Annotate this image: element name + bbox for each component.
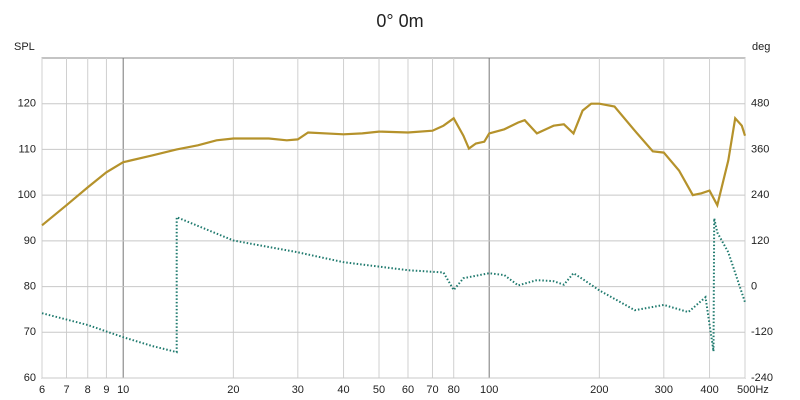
chart-title: 0° 0m: [376, 11, 423, 31]
x-tick-label: 80: [448, 384, 460, 396]
y2-tick-label: 120: [751, 235, 769, 247]
y-tick-label: 60: [24, 372, 36, 384]
series-line: [41, 215, 746, 354]
x-tick-label: 500Hz: [737, 384, 769, 396]
x-tick-label: 200: [590, 384, 608, 396]
x-tick-label: 70: [426, 384, 438, 396]
x-tick-label: 20: [227, 384, 239, 396]
y2-tick-label: -120: [751, 326, 773, 338]
x-tick-label: 6: [39, 384, 45, 396]
y-tick-label: 80: [24, 280, 36, 292]
y2-tick-label: 360: [751, 143, 769, 155]
x-tick-label: 50: [373, 384, 385, 396]
x-tick-label: 8: [85, 384, 91, 396]
x-tick-label: 7: [63, 384, 69, 396]
x-tick-label: 30: [292, 384, 304, 396]
y2-axis-label: deg: [752, 41, 770, 53]
x-tick-label: 60: [402, 384, 414, 396]
x-tick-label: 9: [103, 384, 109, 396]
x-tick-label: 300: [655, 384, 673, 396]
y-tick-label: 70: [24, 326, 36, 338]
x-tick-label: 40: [337, 384, 349, 396]
plot-frame: [41, 57, 746, 379]
y2-tick-label: 480: [751, 98, 769, 110]
y-tick-label: 110: [18, 143, 36, 155]
x-tick-label: 400: [700, 384, 718, 396]
y2-tick-label: 0: [751, 280, 757, 292]
x-tick-label: 10: [117, 384, 129, 396]
x-tick-label: 100: [480, 384, 498, 396]
y2-tick-label: -240: [751, 372, 773, 384]
y-tick-label: 120: [18, 98, 36, 110]
y-axis-label: SPL: [14, 41, 35, 53]
series-line: [41, 102, 747, 227]
y-tick-label: 90: [24, 235, 36, 247]
y2-tick-label: 240: [751, 189, 769, 201]
y-tick-label: 100: [18, 189, 36, 201]
